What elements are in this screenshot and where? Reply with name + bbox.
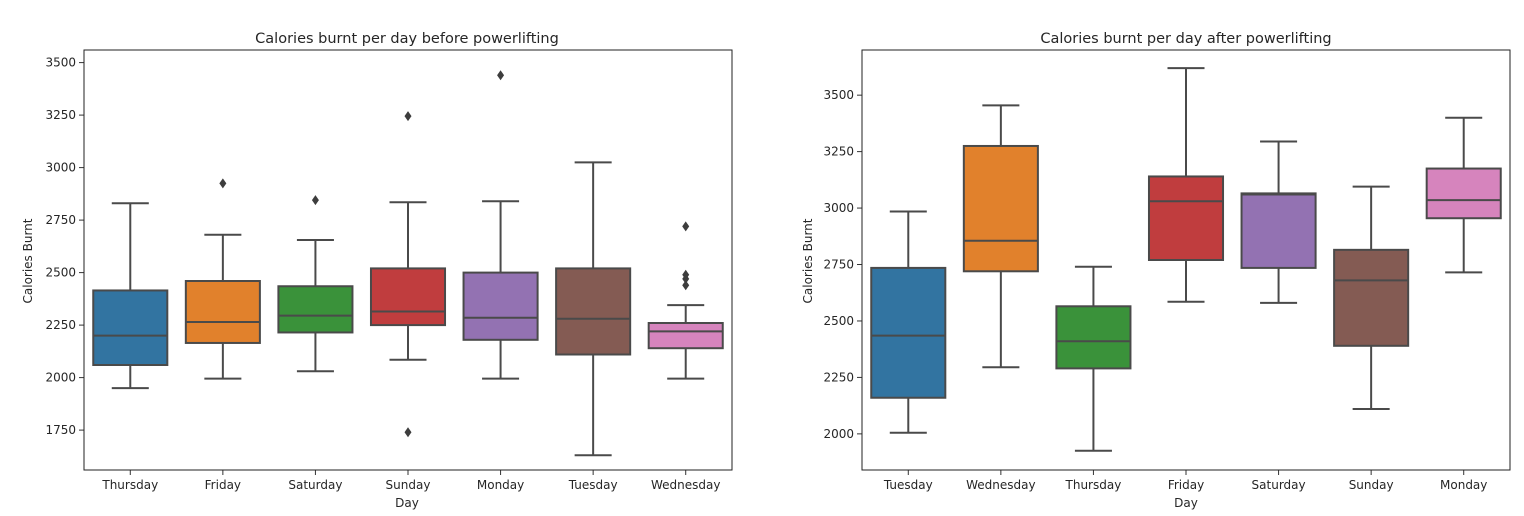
box-saturday [1240,140,1317,304]
y-tick-label: 2750 [45,213,76,227]
chart-after-title: Calories burnt per day after powerliftin… [1040,31,1331,47]
y-tick-label: 2000 [45,371,76,385]
y-tick-label: 3000 [45,161,76,175]
x-tick-label: Saturday [288,478,342,492]
chart-before-plot: 1750 2000 2250 2500 2750 3000 3250 3500 Thursday… [45,49,733,492]
x-tick-label: Sunday [1349,478,1394,492]
y-tick-label: 2250 [45,318,76,332]
chart-before-ylabel: Calories Burnt [21,218,35,303]
x-tick-label: Wednesday [651,478,720,492]
y-tick-label: 3250 [45,108,76,122]
y-tick-label: 2000 [823,427,854,441]
box-tuesday [555,161,632,457]
y-tick-label: 3500 [823,88,854,102]
box-iqr [647,322,724,350]
box-iqr [277,285,354,334]
x-tick-label: Saturday [1252,478,1306,492]
y-tick-label: 2250 [823,370,854,384]
x-tick-label: Monday [1440,478,1487,492]
box-wednesday [647,221,724,380]
y-tick-label: 1750 [45,423,76,437]
y-tick-label: 3500 [45,56,76,70]
outlier-point [682,273,690,284]
y-tick-label: 2500 [823,314,854,328]
box-thursday [1055,265,1132,452]
box-iqr [92,289,169,367]
box-iqr [462,271,539,341]
box-thursday [92,202,169,390]
y-tick-label: 2500 [45,266,76,280]
x-tick-label: Sunday [386,478,431,492]
chart-after-ylabel: Calories Burnt [801,218,815,303]
box-monday [462,70,539,380]
box-iqr [1240,192,1317,269]
outlier-point [497,70,505,81]
x-tick-label: Thursday [101,478,158,492]
outlier-point [404,427,412,438]
x-tick-label: Tuesday [568,478,618,492]
box-iqr [1333,248,1410,347]
box-iqr [962,144,1039,273]
box-friday [184,178,261,380]
box-iqr [1055,305,1132,370]
box-saturday [277,195,354,373]
outlier-point [311,195,319,206]
chart-before: Calories burnt per day before powerlifti… [21,31,733,510]
y-tick-label: 2750 [823,258,854,272]
y-tick-label: 3250 [823,145,854,159]
box-friday [1147,67,1225,303]
outlier-point [219,178,227,189]
box-iqr [1147,175,1225,261]
plot-frame [83,49,733,471]
box-iqr [1425,167,1502,220]
chart-after: Calories burnt per day after powerliftin… [801,31,1511,510]
plot-frame [861,49,1511,471]
y-tick-label: 3000 [823,201,854,215]
box-monday [1425,116,1502,274]
chart-after-xlabel: Day [1174,496,1198,510]
outlier-point [404,111,412,122]
x-tick-label: Friday [1168,478,1204,492]
x-tick-label: Monday [477,478,524,492]
outlier-point [682,280,690,291]
chart-after-plot: 2000 2250 2500 2750 3000 3250 3500 Tuesday Wedne… [823,49,1511,492]
box-tuesday [870,210,947,434]
box-iqr [870,266,947,399]
outlier-point [682,221,690,232]
box-iqr [555,267,632,356]
box-sunday [369,111,447,438]
chart-before-xlabel: Day [395,496,419,510]
x-tick-label: Thursday [1065,478,1122,492]
box-iqr [184,280,261,344]
chart-before-title: Calories burnt per day before powerlifti… [255,31,559,47]
box-wednesday [962,104,1039,369]
x-tick-label: Wednesday [966,478,1035,492]
box-iqr [369,267,447,327]
box-sunday [1333,185,1410,411]
x-tick-label: Friday [205,478,241,492]
x-tick-label: Tuesday [883,478,933,492]
